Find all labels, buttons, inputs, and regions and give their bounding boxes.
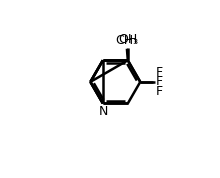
Text: F: F [156,85,163,98]
Text: F: F [156,66,163,79]
Text: CH₃: CH₃ [115,34,138,47]
Text: F: F [155,75,163,88]
Text: OH: OH [118,33,138,46]
Text: N: N [99,105,108,118]
